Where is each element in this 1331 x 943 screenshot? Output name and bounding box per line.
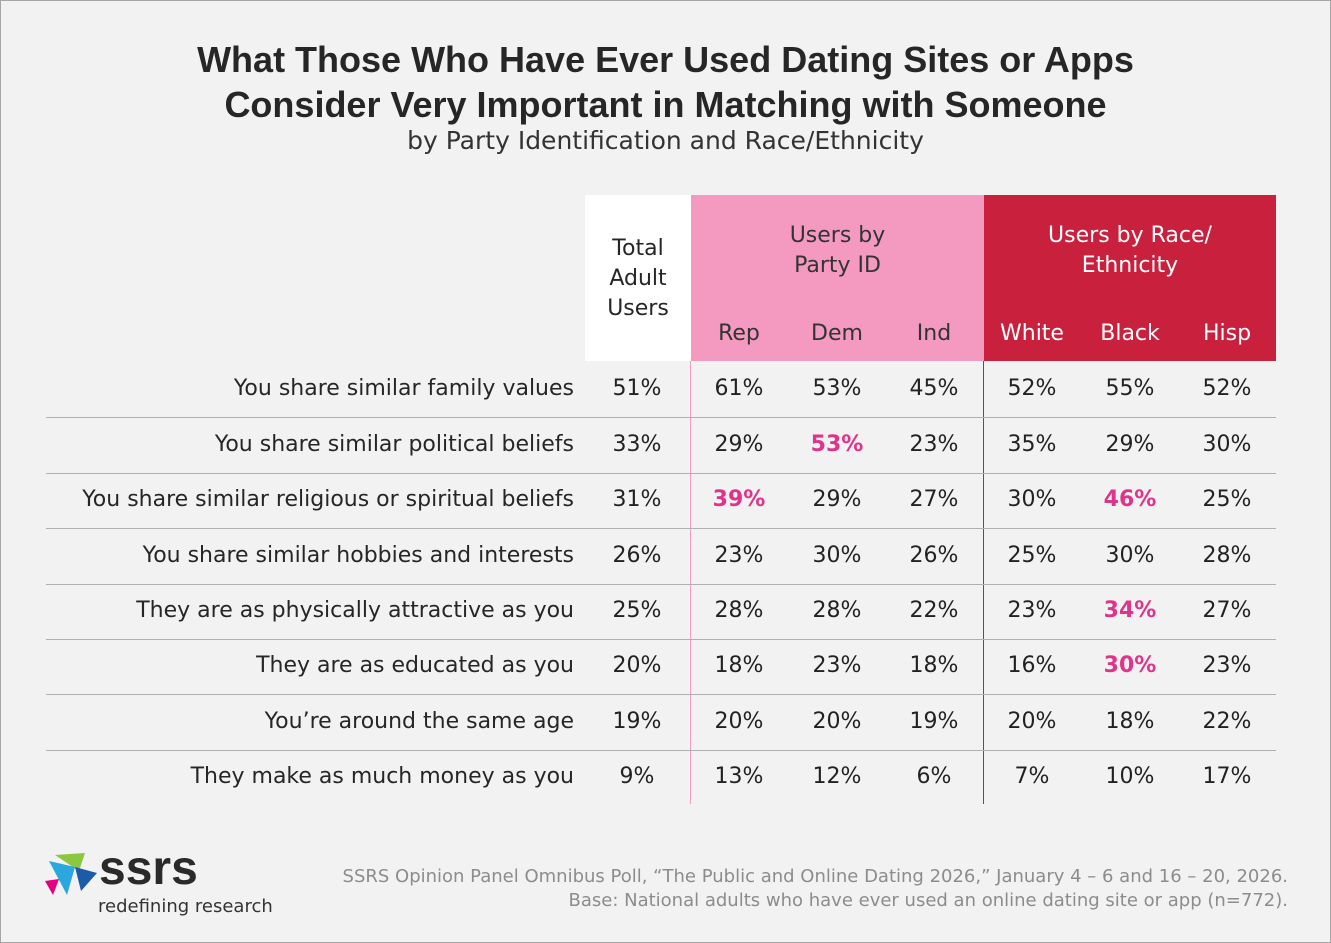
cell: 30% <box>1007 487 1057 512</box>
row-label: You share similar family values <box>233 376 574 401</box>
cell: 53% <box>812 376 862 401</box>
logo-name: ssrs <box>99 842 198 895</box>
cell: 18% <box>909 653 959 678</box>
column-header: White <box>1000 321 1064 346</box>
logo-mark <box>45 853 97 895</box>
row-label: They are as educated as you <box>256 653 574 678</box>
cell: 28% <box>812 598 862 623</box>
cell: 17% <box>1202 764 1252 789</box>
row-separator <box>46 417 1276 418</box>
cell: 34% <box>1103 598 1157 623</box>
cell: 23% <box>909 432 959 457</box>
cell: 25% <box>1007 543 1057 568</box>
column-header: Black <box>1100 321 1160 346</box>
cell: 31% <box>612 487 662 512</box>
cell: 53% <box>810 432 864 457</box>
table: Total Adult Users Users by Party ID Rep Dem… <box>1 1 1330 821</box>
row-label: You share similar hobbies and interests <box>142 543 574 568</box>
header-group: Users by Party ID <box>789 223 886 278</box>
cell: 39% <box>712 487 766 512</box>
cell: 46% <box>1103 487 1157 512</box>
cell: 12% <box>812 764 862 789</box>
row-separator <box>46 528 1276 529</box>
column-header: Hisp <box>1202 321 1252 346</box>
cell: 55% <box>1105 376 1155 401</box>
cell: 45% <box>909 376 959 401</box>
cell: 9% <box>619 764 655 789</box>
row-label: You’re around the same age <box>264 709 574 734</box>
cell: 30% <box>1105 543 1155 568</box>
group-divider <box>690 361 691 804</box>
cell: 18% <box>714 653 764 678</box>
cell: 51% <box>612 376 662 401</box>
cell: 29% <box>812 487 862 512</box>
cell: 26% <box>612 543 662 568</box>
column-header: Dem <box>811 321 863 346</box>
subtitle: by Party Identification and Race/Ethnici… <box>407 126 924 155</box>
row-separator <box>46 583 1276 585</box>
cell: 10% <box>1105 764 1155 789</box>
header-total: Total Adult Users <box>607 236 669 321</box>
cell: 22% <box>1202 709 1252 734</box>
cell: 28% <box>714 598 764 623</box>
cell: 27% <box>909 487 959 512</box>
cell: 61% <box>714 376 764 401</box>
cell: 25% <box>612 598 662 623</box>
cell: 13% <box>714 764 764 789</box>
header-group-bg <box>691 195 984 361</box>
cell: 23% <box>714 543 764 568</box>
header-total-bg <box>585 195 691 361</box>
title-line: What Those Who Have Ever Used Dating Sit… <box>197 39 1134 80</box>
row-separator <box>46 472 1276 474</box>
cell: 20% <box>612 653 662 678</box>
logo-shape <box>55 853 85 871</box>
cell: 22% <box>909 598 959 623</box>
cell: 33% <box>612 432 662 457</box>
row-label: They are as physically attractive as you <box>136 598 574 623</box>
row-separator <box>46 694 1276 695</box>
cell: 30% <box>1103 653 1157 678</box>
logo-shape <box>49 861 75 895</box>
cell: 26% <box>909 543 959 568</box>
title-line: Consider Very Important in Matching with… <box>224 84 1107 125</box>
cell: 23% <box>812 653 862 678</box>
cell: 35% <box>1007 432 1057 457</box>
cell: 20% <box>1007 709 1057 734</box>
group-divider <box>983 361 984 804</box>
cell: 52% <box>1202 376 1252 401</box>
footnote: SSRS Opinion Panel Omnibus Poll, “The Pu… <box>342 866 1288 887</box>
cell: 19% <box>909 709 959 734</box>
row-label: You share similar political beliefs <box>214 432 574 457</box>
header-group: Users by Race/ Ethnicity <box>1048 223 1212 278</box>
cell: 30% <box>812 543 862 568</box>
cell: 30% <box>1202 432 1252 457</box>
cell: 6% <box>916 764 952 789</box>
row-separator <box>46 638 1276 640</box>
cell: 23% <box>1007 598 1057 623</box>
cell: 28% <box>1202 543 1252 568</box>
cell: 16% <box>1007 653 1057 678</box>
column-header: Rep <box>718 321 760 346</box>
cell: 23% <box>1202 653 1252 678</box>
column-header: Ind <box>916 321 952 346</box>
logo-tagline: redefining research <box>98 896 273 917</box>
row-separator <box>46 749 1276 751</box>
row-label: They make as much money as you <box>190 764 574 789</box>
logo-shape <box>75 867 97 891</box>
cell: 29% <box>714 432 764 457</box>
cell: 25% <box>1202 487 1252 512</box>
row-label: You share similar religious or spiritual… <box>82 487 574 512</box>
cell: 27% <box>1202 598 1252 623</box>
cell: 52% <box>1007 376 1057 401</box>
header-group-bg <box>984 195 1276 361</box>
cell: 18% <box>1105 709 1155 734</box>
cell: 20% <box>714 709 764 734</box>
cell: 19% <box>612 709 662 734</box>
cell: 20% <box>812 709 862 734</box>
footnote: Base: National adults who have ever used… <box>568 890 1289 911</box>
cell: 7% <box>1014 764 1050 789</box>
cell: 29% <box>1105 432 1155 457</box>
logo-shape <box>45 879 59 895</box>
